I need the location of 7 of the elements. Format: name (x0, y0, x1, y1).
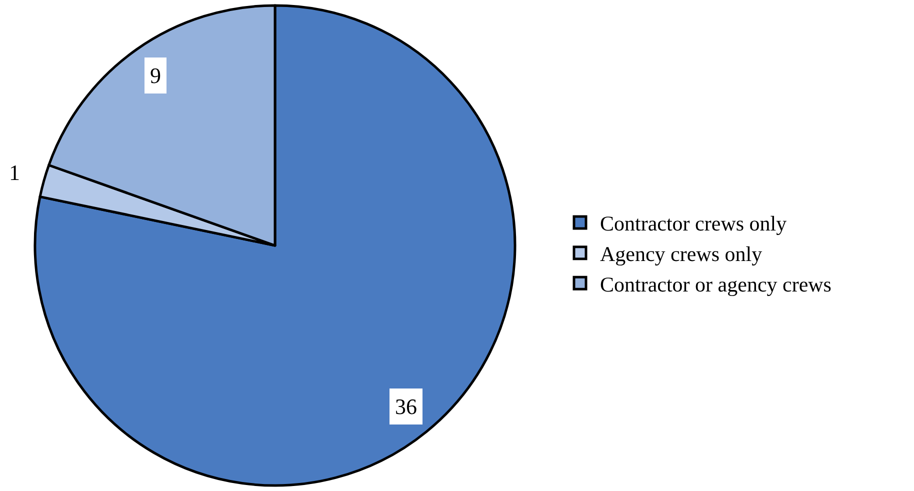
legend-label: Contractor or agency crews (600, 272, 832, 296)
legend-label: Agency crews only (600, 242, 763, 266)
data-label: 36 (395, 394, 417, 419)
data-label: 9 (150, 63, 161, 88)
data-label: 1 (9, 160, 20, 185)
pie-slice (34, 4, 516, 487)
legend-label: Contractor crews only (600, 212, 788, 236)
